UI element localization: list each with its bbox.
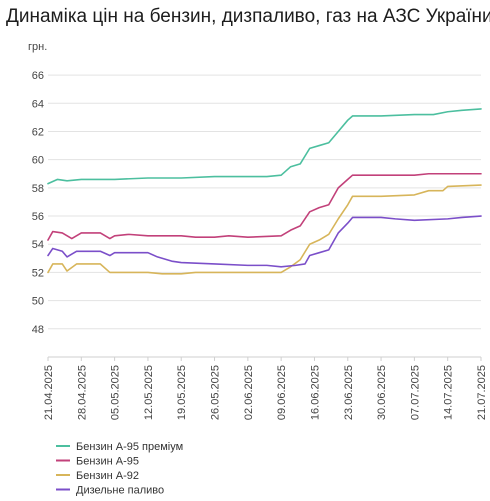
x-tick-label: 23.06.2025: [343, 365, 355, 420]
series-line: [47, 172, 482, 241]
y-tick-label: 58: [32, 183, 44, 195]
legend-label: Бензин А-95 преміум: [76, 441, 183, 453]
legend-label: Дизельне паливо: [76, 485, 164, 497]
legend-label: Бензин А-95: [76, 456, 139, 468]
y-tick-label: 48: [32, 324, 44, 336]
x-tick-label: 02.06.2025: [243, 365, 255, 420]
x-tick-label: 16.06.2025: [309, 365, 321, 420]
y-tick-label: 50: [32, 296, 44, 308]
x-tick-label: 05.05.2025: [110, 365, 122, 420]
x-tick-label: 12.05.2025: [143, 365, 155, 420]
x-tick-label: 19.05.2025: [176, 365, 188, 420]
x-tick-label: 30.06.2025: [376, 365, 388, 420]
x-tick-label: 21.07.2025: [476, 365, 488, 420]
y-axis-unit: грн.: [28, 41, 47, 53]
chart-title: Динаміка цін на бензин, дизпаливо, газ н…: [6, 6, 490, 27]
x-tick-label: 21.04.2025: [43, 365, 55, 420]
y-tick-label: 66: [32, 70, 44, 82]
y-tick-label: 62: [32, 126, 44, 138]
x-tick-label: 09.06.2025: [276, 365, 288, 420]
series-line: [47, 215, 482, 268]
y-tick-label: 54: [32, 239, 44, 251]
x-tick-label: 14.07.2025: [443, 365, 455, 420]
y-tick-label: 56: [32, 211, 44, 223]
y-tick-label: 60: [32, 155, 44, 167]
series-line: [47, 184, 482, 275]
y-tick-label: 64: [32, 98, 44, 110]
x-tick-label: 28.04.2025: [76, 365, 88, 420]
series-line: [47, 108, 482, 185]
legend-label: Бензин А-92: [76, 470, 139, 482]
x-tick-label: 26.05.2025: [210, 365, 222, 420]
x-tick-label: 07.07.2025: [409, 365, 421, 420]
y-tick-label: 52: [32, 267, 44, 279]
